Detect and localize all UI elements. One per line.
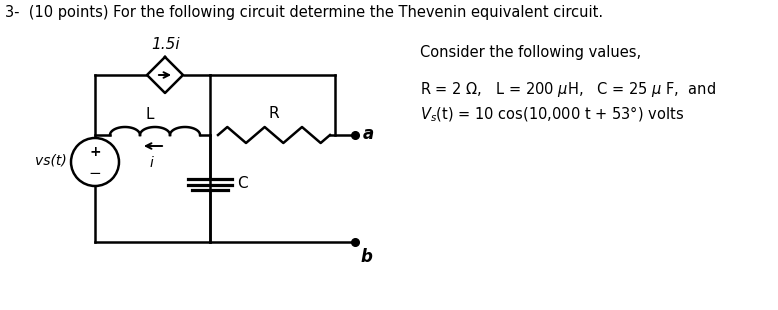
Text: +: + bbox=[89, 145, 101, 159]
Text: $\it{V}$$_s$(t) = 10 cos(10,000 t + 53°) volts: $\it{V}$$_s$(t) = 10 cos(10,000 t + 53°)… bbox=[420, 105, 684, 124]
Text: 3-  (10 points) For the following circuit determine the Thevenin equivalent circ: 3- (10 points) For the following circuit… bbox=[5, 5, 603, 20]
Text: i: i bbox=[149, 156, 153, 170]
Text: R = 2 $\Omega$,   L = 200 $\mu$H,   C = 25 $\mu$ F,  and: R = 2 $\Omega$, L = 200 $\mu$H, C = 25 $… bbox=[420, 80, 716, 99]
Text: b: b bbox=[360, 248, 372, 266]
Text: −: − bbox=[89, 166, 101, 180]
Text: C: C bbox=[237, 176, 247, 192]
Text: Consider the following values,: Consider the following values, bbox=[420, 45, 641, 60]
Text: vs(t): vs(t) bbox=[35, 153, 67, 167]
Text: R: R bbox=[268, 106, 279, 121]
Text: a: a bbox=[363, 125, 374, 143]
Text: 1.5i: 1.5i bbox=[152, 37, 180, 52]
Text: L: L bbox=[145, 107, 154, 122]
